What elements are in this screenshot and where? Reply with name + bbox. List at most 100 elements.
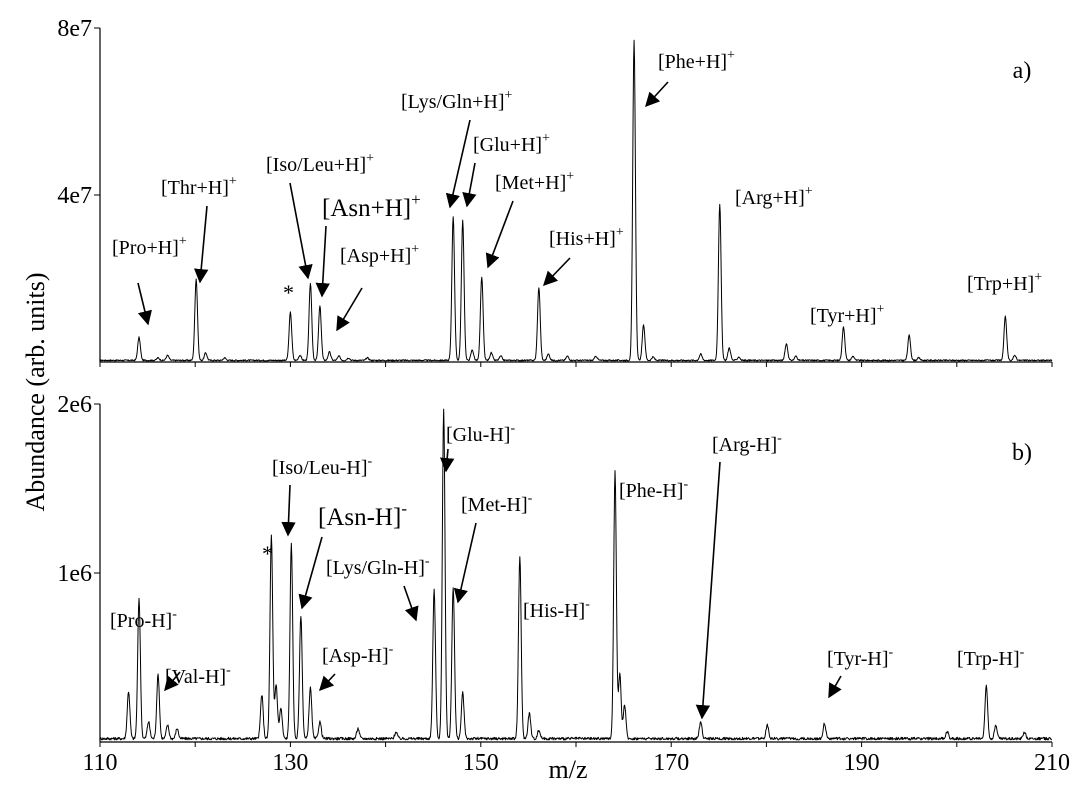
panel-a-peak-point [338,357,339,358]
annotation-charge: + [542,131,550,146]
panel-a-annotation-arrow-phe [645,81,669,108]
x-tick-label: 170 [653,750,689,776]
panel-b-negative-ion-spectrum: 1e62e6b)[Pro-H]-[Val-H]-*[Iso/Leu-H]-[As… [57,392,1053,747]
panel-b-annotation-arg: [Arg-H]- [712,431,782,456]
annotation-label: [Met-H] [461,494,528,516]
panel-a-annotation-phe: [Phe+H]+ [658,48,735,73]
panel-b-annotation-arrow-iso-leu [281,484,296,537]
annotation-label: [Phe-H] [619,480,683,502]
panel-b-peak-point [538,733,539,734]
annotation-charge: + [805,184,813,199]
annotation-label: [Asn+H] [322,195,411,222]
annotation-charge: - [585,597,590,612]
panel-a-annotation-star: * [283,280,294,305]
panel-a-peak-point [918,359,919,360]
panel-a-peak-point [367,359,368,360]
annotation-label: [Glu+H] [473,134,542,156]
annotation-charge: - [889,645,894,660]
panel-b-peak-point [947,735,948,736]
annotation-label: [Tyr-H] [827,648,889,670]
panel-b-peak-point [357,731,358,732]
panel-b-annotation-arrow-val [164,671,181,692]
panel-b-spectrum-line [99,408,1053,741]
annotation-label: [Arg+H] [735,187,805,209]
annotation-label: [Thr+H] [161,177,229,199]
panel-a-peak-point [738,358,739,359]
panel-a-annotation-arrow-iso-leu [289,182,313,280]
annotation-charge: - [1020,645,1025,660]
annotation-label: [Iso/Leu-H] [272,457,368,479]
annotation-charge: + [229,174,237,189]
annotation-charge: - [401,499,407,518]
annotation-label: [Iso/Leu+H] [266,154,366,176]
panel-a-y-tick-label: 8e7 [57,16,92,42]
annotation-label: [Asp-H] [322,645,389,667]
annotation-charge: - [172,607,177,622]
annotation-charge: - [389,642,394,657]
y-axis-title: Abundance (arb. units) [21,273,50,512]
annotation-label: [Tyr+H] [810,305,877,327]
panel-b-annotation-val: [Val-H]- [165,663,231,688]
annotation-label: [Trp-H] [957,648,1020,670]
panel-b-annotation-tyr: [Tyr-H]- [827,645,894,670]
panel-a-annotation-arrow-asp [336,287,363,332]
annotation-label: [Arg-H] [712,434,777,456]
panel-b-annotation-met: [Met-H]- [461,491,533,516]
panel-a-peak-point [500,357,501,358]
panel-b-annotation-arrow-arg [695,461,721,720]
annotation-charge: + [366,151,374,166]
annotation-charge: - [777,431,782,446]
annotation-charge: - [425,554,430,569]
panel-a-annotation-met: [Met+H]+ [495,169,574,194]
annotation-label: [His+H] [549,228,616,250]
annotation-charge: - [368,454,373,469]
panel-b-annotation-arrow-asn [298,536,323,610]
panel-b-annotation-trp: [Trp-H]- [957,645,1025,670]
annotation-label: * [262,541,273,566]
annotation-label: [Met+H] [495,172,566,194]
panel-b-peak-point [1024,735,1025,736]
annotation-label: [Trp+H] [967,273,1034,295]
annotation-label: [Lys/Gln+H] [401,91,505,113]
annotation-charge: + [616,225,624,240]
panel-a-annotation-arrow-pro [137,282,152,326]
panel-b-tag: b) [1012,440,1032,466]
panel-a-annotation-arrow-thr [194,205,209,284]
panel-a-peak-point [348,359,349,360]
x-tick-label: 190 [844,750,880,776]
annotation-charge: + [505,88,513,103]
panel-a-annotation-his: [His+H]+ [549,225,624,250]
panel-a-peak-point [795,357,796,358]
panel-b-y-tick-label: 2e6 [57,392,92,418]
annotation-charge: + [411,190,421,209]
panel-a-spectrum-line [99,39,1053,362]
annotation-label: [Pro+H] [112,237,179,259]
x-tick-label: 130 [272,750,308,776]
panel-a-annotation-trp: [Trp+H]+ [967,270,1042,295]
panel-a-tag: a) [1013,58,1032,84]
panel-a-annotation-asn: [Asn+H]+ [322,190,421,222]
panel-b-annotation-star: * [262,541,273,566]
x-axis-title: m/z [549,755,588,784]
panel-b-annotation-asn: [Asn-H]- [318,499,407,531]
panel-b-annotation-arrow-lys-gln [403,585,419,622]
annotation-charge: + [727,48,735,63]
annotation-charge: + [179,234,187,249]
annotation-label: [Asp+H] [340,245,411,267]
panel-a-annotation-arrow-his [543,257,571,287]
annotation-label: [Asn-H] [318,504,401,531]
panel-b-y-tick-label: 1e6 [57,561,92,587]
panel-a-positive-ion-spectrum: 4e78e7a)[Pro+H]+[Thr+H]+*[Iso/Leu+H]+[As… [57,16,1053,367]
panel-b-peak-point [396,735,397,736]
panel-a-annotation-lys-gln: [Lys/Gln+H]+ [401,88,513,113]
annotation-label: [Pro-H] [110,610,172,632]
annotation-label: [Glu-H] [446,424,510,446]
panel-b-annotation-lys-gln: [Lys/Gln-H]- [326,554,430,579]
panel-a-annotation-iso-leu: [Iso/Leu+H]+ [266,151,374,176]
annotation-label: [Val-H] [165,666,226,688]
annotation-label: [Phe+H] [658,51,727,73]
annotation-charge: - [510,421,515,436]
x-tick-label: 150 [463,750,499,776]
panel-a-annotation-arg: [Arg+H]+ [735,184,813,209]
